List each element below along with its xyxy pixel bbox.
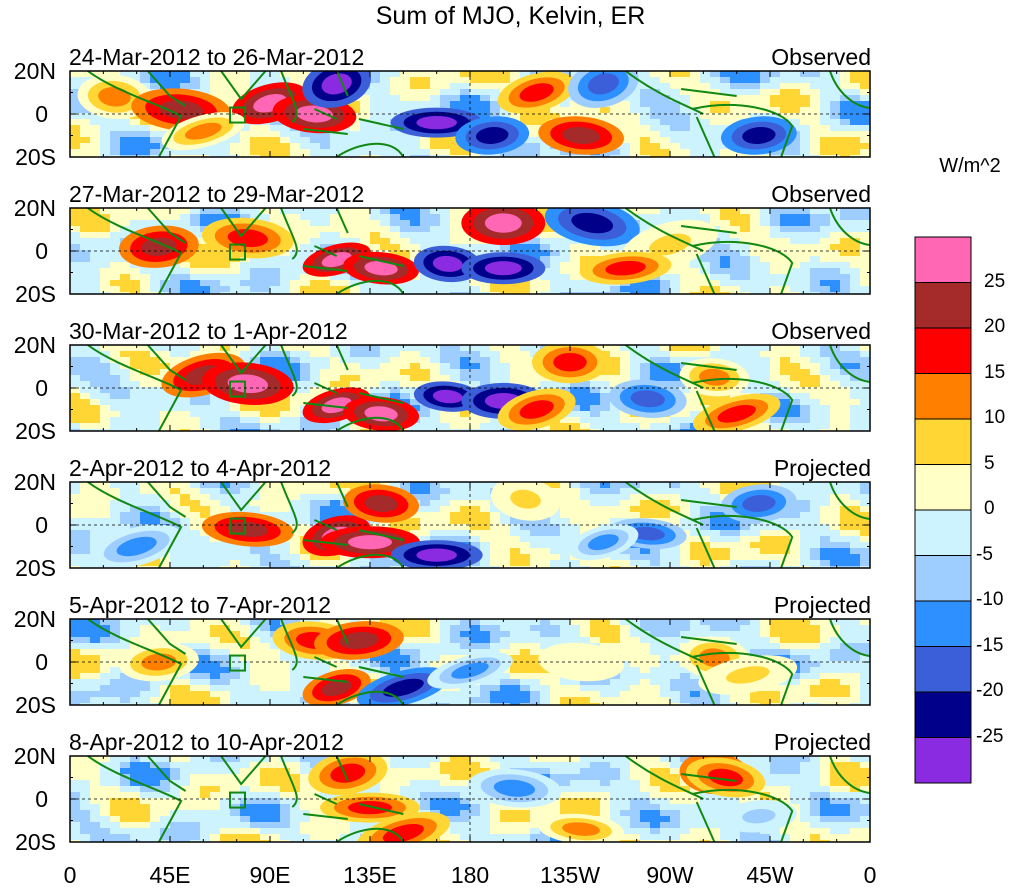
lat-label-south: 20S [15,692,56,718]
panel-date-range: 30-Mar-2012 to 1-Apr-2012 [69,318,348,344]
panel-status: Projected [773,729,871,755]
map-panel-2 [70,208,870,294]
lat-label-equator: 0 [35,512,48,538]
map-panel-5 [70,619,870,705]
colorbar-swatch [914,373,972,420]
colorbar-swatch [914,555,972,602]
colorbar-label: 0 [984,498,995,519]
panel-date-range: 8-Apr-2012 to 10-Apr-2012 [69,729,344,755]
panel-status: Observed [771,318,871,344]
map-panel-3 [70,345,870,431]
colorbar-label: 15 [984,361,1006,383]
panel-status: Observed [771,181,871,207]
lat-label-equator: 0 [35,375,48,401]
lon-label: 135E [343,862,397,888]
colorbar-label: 25 [984,270,1006,292]
colorbar-swatch [914,600,972,647]
figure-title: Sum of MJO, Kelvin, ER [375,2,646,30]
lat-label-north: 20N [13,469,56,495]
lat-label-south: 20S [15,418,56,444]
lat-label-north: 20N [13,606,56,632]
colorbar-swatch [914,418,972,465]
lat-label-south: 20S [15,144,56,170]
panel-date-range: 5-Apr-2012 to 7-Apr-2012 [69,592,332,618]
lon-label: 0 [63,862,77,888]
panel-date-range: 24-Mar-2012 to 26-Mar-2012 [69,44,365,70]
lat-label-equator: 0 [35,101,48,127]
lat-label-south: 20S [15,281,56,307]
colorbar-label: -25 [976,725,1004,747]
panel-date-range: 2-Apr-2012 to 4-Apr-2012 [69,455,332,481]
lat-label-south: 20S [15,829,56,855]
colorbar-swatch [914,236,972,283]
colorbar-units: W/m^2 [939,155,1001,177]
lat-label-south: 20S [15,555,56,581]
lat-label-equator: 0 [35,238,48,264]
colorbar-label: 20 [984,316,1006,337]
lon-label: 135W [539,862,601,888]
lon-label: 180 [450,862,490,888]
colorbar-label: -20 [976,680,1004,701]
panel-status: Observed [771,44,871,70]
colorbar-swatch [914,691,972,738]
colorbar-label: -10 [976,589,1004,610]
panel-status: Projected [773,592,871,618]
lat-label-north: 20N [13,332,56,358]
map-panel-6 [70,756,870,842]
colorbar-swatch [914,327,972,374]
panel-status: Projected [773,455,871,481]
panel-date-range: 27-Mar-2012 to 29-Mar-2012 [69,181,365,207]
lat-label-equator: 0 [35,786,48,812]
colorbar-label: -5 [976,543,993,565]
lat-label-north: 20N [13,195,56,221]
lon-label: 90W [646,862,694,888]
colorbar-label: -15 [976,634,1004,656]
lon-label: 90E [249,862,291,888]
lon-label: 45W [746,862,794,888]
lon-label: 0 [863,862,877,888]
colorbar-swatch [914,509,972,556]
lat-label-equator: 0 [35,649,48,675]
colorbar-swatch [914,737,972,784]
map-panel-1 [70,71,870,157]
lon-label: 45E [149,862,191,888]
colorbar-label: 5 [984,452,995,474]
lat-label-north: 20N [13,743,56,769]
colorbar-swatch [914,464,972,511]
map-panel-4 [70,482,870,568]
colorbar-swatch [914,282,972,329]
colorbar-label: 10 [984,407,1006,428]
colorbar-swatch [914,646,972,693]
lat-label-north: 20N [13,58,56,84]
